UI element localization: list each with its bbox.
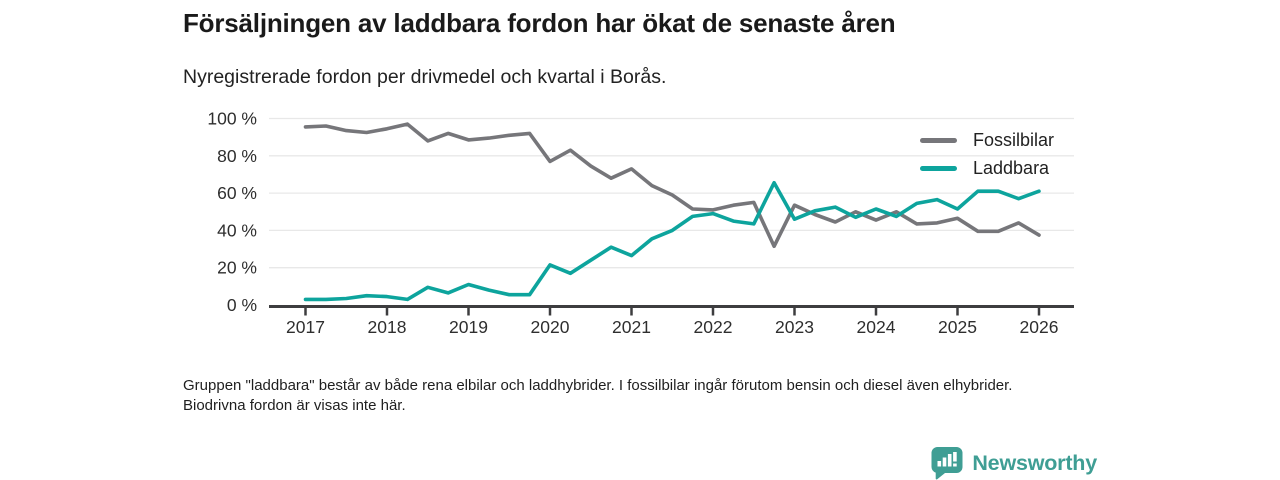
y-tick-label: 60 %: [217, 183, 257, 203]
legend-label: Laddbara: [973, 158, 1050, 178]
x-tick-label: 2018: [368, 317, 407, 337]
x-tick-label: 2020: [531, 317, 570, 337]
x-tick-label: 2026: [1020, 317, 1059, 337]
chart-footnote: Gruppen "laddbara" består av både rena e…: [183, 377, 1013, 414]
x-tick-label: 2022: [694, 317, 733, 337]
y-tick-label: 100 %: [207, 109, 257, 129]
y-tick-label: 20 %: [217, 258, 257, 278]
brand-name: Newsworthy: [972, 450, 1097, 475]
legend-label: Fossilbilar: [973, 130, 1055, 150]
legend-swatch-icon: [920, 166, 957, 171]
legend-item-fossilbilar: Fossilbilar: [920, 130, 1055, 150]
y-tick-label: 0 %: [227, 295, 257, 315]
series-line-fossilbilar: [303, 122, 1041, 249]
y-tick-label: 40 %: [217, 220, 257, 240]
x-tick-label: 2023: [775, 317, 814, 337]
legend-item-laddbara: Laddbara: [920, 158, 1054, 178]
x-tick-label: 2021: [612, 317, 651, 337]
chart-subtitle: Nyregistrerade fordon per drivmedel och …: [183, 66, 667, 88]
legend-swatch-icon: [920, 138, 957, 143]
x-tick-label: 2025: [938, 317, 977, 337]
x-tick-label: 2024: [857, 317, 896, 337]
chart-legend: Fossilbilar Laddbara: [920, 130, 1055, 178]
series-line-laddbara: [303, 181, 1041, 302]
y-tick-label: 80 %: [217, 146, 257, 166]
x-tick-label: 2019: [449, 317, 488, 337]
newsworthy-logo: Newsworthy: [930, 446, 1097, 480]
x-tick-label: 2017: [286, 317, 325, 337]
bar-chart-pin-icon: [931, 447, 963, 480]
page-title: Försäljningen av laddbara fordon har öka…: [183, 8, 896, 38]
